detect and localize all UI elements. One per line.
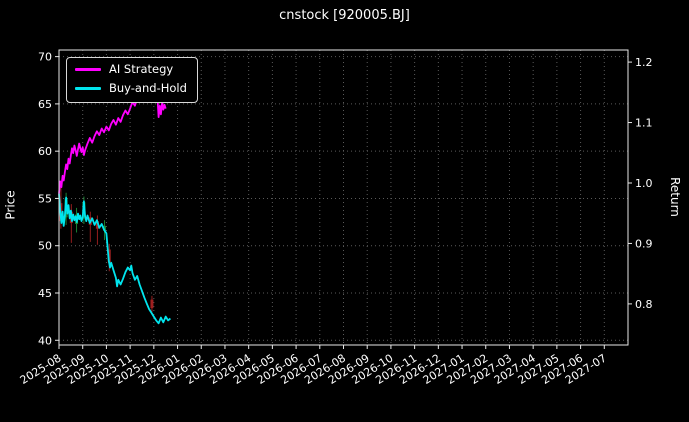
series-line-buy-and-hold xyxy=(58,193,171,325)
tick-label-price: 55 xyxy=(38,192,52,205)
candle-body xyxy=(103,225,107,231)
tick-label-return: 0.8 xyxy=(635,298,653,311)
legend-item-ai-strategy: AI Strategy xyxy=(75,62,187,77)
chart-title: cnstock [920005.BJ] xyxy=(279,8,410,23)
legend: AI Strategy Buy-and-Hold xyxy=(66,57,198,103)
y-axis-label-price: Price xyxy=(3,190,18,220)
tick-label-price: 50 xyxy=(38,240,52,253)
legend-label-ai-strategy: AI Strategy xyxy=(109,62,174,76)
legend-item-buy-and-hold: Buy-and-Hold xyxy=(75,80,187,96)
candle-body xyxy=(95,221,99,229)
tick-label-price: 40 xyxy=(38,334,52,347)
tick-label-price: 70 xyxy=(38,51,52,64)
legend-swatch-buy-and-hold xyxy=(75,87,101,91)
legend-swatch-ai-strategy xyxy=(75,68,101,72)
candle-body xyxy=(150,299,154,309)
tick-label-return: 0.9 xyxy=(635,237,653,250)
tick-label-price: 60 xyxy=(38,145,52,158)
y-axis-label-return: Return xyxy=(668,177,683,217)
tick-label-return: 1.1 xyxy=(635,117,653,130)
tick-label-return: 1.2 xyxy=(635,56,653,69)
tick-label-return: 1.0 xyxy=(635,177,653,190)
legend-label-buy-and-hold: Buy-and-Hold xyxy=(109,80,187,95)
tick-label-price: 45 xyxy=(38,287,52,300)
tick-label-price: 65 xyxy=(38,98,52,111)
